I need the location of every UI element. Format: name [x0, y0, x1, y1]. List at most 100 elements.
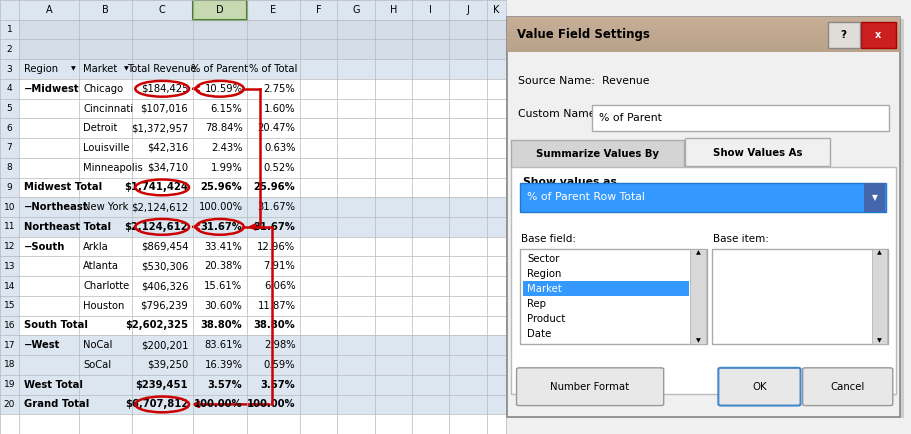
Text: Value Field Settings: Value Field Settings — [517, 29, 650, 41]
Text: 25.96%: 25.96% — [200, 182, 242, 192]
Text: 15: 15 — [4, 301, 15, 310]
Text: Date: Date — [527, 329, 552, 339]
Bar — [0, 335, 19, 355]
Bar — [507, 49, 900, 53]
Text: 12: 12 — [4, 242, 15, 251]
Text: Detroit: Detroit — [83, 123, 118, 133]
Bar — [0, 59, 506, 79]
Text: 4: 4 — [6, 84, 13, 93]
Bar — [0, 237, 506, 256]
Text: −Midwest: −Midwest — [24, 84, 79, 94]
Bar — [0, 79, 19, 99]
Text: 38.80%: 38.80% — [200, 320, 242, 331]
Text: NoCal: NoCal — [83, 340, 113, 350]
Text: G: G — [353, 5, 360, 15]
Text: 11: 11 — [4, 222, 15, 231]
Bar — [0, 178, 506, 197]
Text: $42,316: $42,316 — [147, 143, 189, 153]
Bar — [0, 217, 19, 237]
Bar — [0, 237, 19, 256]
Text: $796,239: $796,239 — [140, 301, 189, 311]
Bar — [864, 183, 885, 212]
Text: 16.39%: 16.39% — [204, 360, 242, 370]
Bar — [507, 44, 900, 46]
Text: 19: 19 — [4, 380, 15, 389]
Text: 12.96%: 12.96% — [257, 242, 295, 252]
Text: ▼: ▼ — [71, 66, 76, 72]
FancyBboxPatch shape — [719, 368, 801, 405]
Text: 33.41%: 33.41% — [205, 242, 242, 252]
Bar — [0, 0, 506, 20]
Bar — [507, 29, 900, 32]
Text: $1,372,957: $1,372,957 — [131, 123, 189, 133]
Text: 2: 2 — [6, 45, 13, 54]
Text: Charlotte: Charlotte — [83, 281, 129, 291]
Bar — [193, 0, 247, 20]
Text: 10: 10 — [4, 203, 15, 212]
Text: 6: 6 — [6, 124, 13, 133]
FancyBboxPatch shape — [507, 17, 900, 417]
Text: Base item:: Base item: — [713, 234, 769, 244]
Text: F: F — [316, 5, 322, 15]
Text: $530,306: $530,306 — [141, 261, 189, 271]
Bar — [507, 17, 900, 20]
Text: 7: 7 — [6, 144, 13, 152]
Text: % of Total: % of Total — [250, 64, 298, 74]
Text: 31.67%: 31.67% — [200, 222, 242, 232]
Bar — [691, 249, 706, 344]
Text: 83.61%: 83.61% — [205, 340, 242, 350]
Text: $107,016: $107,016 — [140, 103, 189, 114]
Text: 5: 5 — [6, 104, 13, 113]
Text: Sector: Sector — [527, 253, 560, 264]
Bar — [507, 32, 900, 35]
Text: Minneapolis: Minneapolis — [83, 163, 143, 173]
Text: −West: −West — [24, 340, 60, 350]
Bar — [0, 138, 506, 158]
Text: 1: 1 — [6, 25, 13, 34]
Text: ▲: ▲ — [696, 250, 701, 255]
Bar — [507, 23, 900, 26]
Text: SoCal: SoCal — [83, 360, 111, 370]
FancyBboxPatch shape — [511, 168, 896, 394]
Text: A: A — [46, 5, 52, 15]
FancyBboxPatch shape — [520, 183, 886, 212]
Text: $6,707,812: $6,707,812 — [125, 399, 189, 409]
Text: −South: −South — [24, 242, 65, 252]
Text: 6.06%: 6.06% — [264, 281, 295, 291]
Text: Base field:: Base field: — [521, 234, 576, 244]
FancyBboxPatch shape — [592, 105, 889, 131]
FancyBboxPatch shape — [685, 138, 831, 166]
Text: 18: 18 — [4, 361, 15, 369]
Text: OK: OK — [752, 381, 767, 392]
Text: Total Revenue: Total Revenue — [128, 64, 197, 74]
Text: Product: Product — [527, 314, 566, 324]
Text: $184,425: $184,425 — [140, 84, 189, 94]
Bar — [523, 281, 689, 296]
Text: C: C — [159, 5, 166, 15]
Text: Arkla: Arkla — [83, 242, 109, 252]
Text: 9: 9 — [6, 183, 13, 192]
Bar — [0, 39, 19, 59]
Bar — [507, 46, 900, 49]
Bar — [0, 217, 506, 237]
Text: % of Parent: % of Parent — [599, 113, 661, 123]
Bar — [0, 99, 506, 118]
Text: 0.63%: 0.63% — [264, 143, 295, 153]
Text: Louisville: Louisville — [83, 143, 129, 153]
Bar — [507, 20, 900, 23]
Text: $39,250: $39,250 — [147, 360, 189, 370]
Text: $200,201: $200,201 — [140, 340, 189, 350]
Text: ?: ? — [841, 30, 846, 40]
Text: J: J — [466, 5, 469, 15]
Text: $1,741,424: $1,741,424 — [124, 182, 189, 192]
Text: $2,602,325: $2,602,325 — [125, 320, 189, 331]
Text: 7.91%: 7.91% — [263, 261, 295, 271]
FancyBboxPatch shape — [520, 249, 707, 345]
Text: Grand Total: Grand Total — [24, 399, 88, 409]
Bar — [506, 0, 911, 434]
Text: 20: 20 — [4, 400, 15, 409]
Bar — [0, 395, 19, 414]
Bar — [0, 355, 506, 375]
Bar — [0, 256, 19, 276]
Text: Cancel: Cancel — [831, 381, 865, 392]
